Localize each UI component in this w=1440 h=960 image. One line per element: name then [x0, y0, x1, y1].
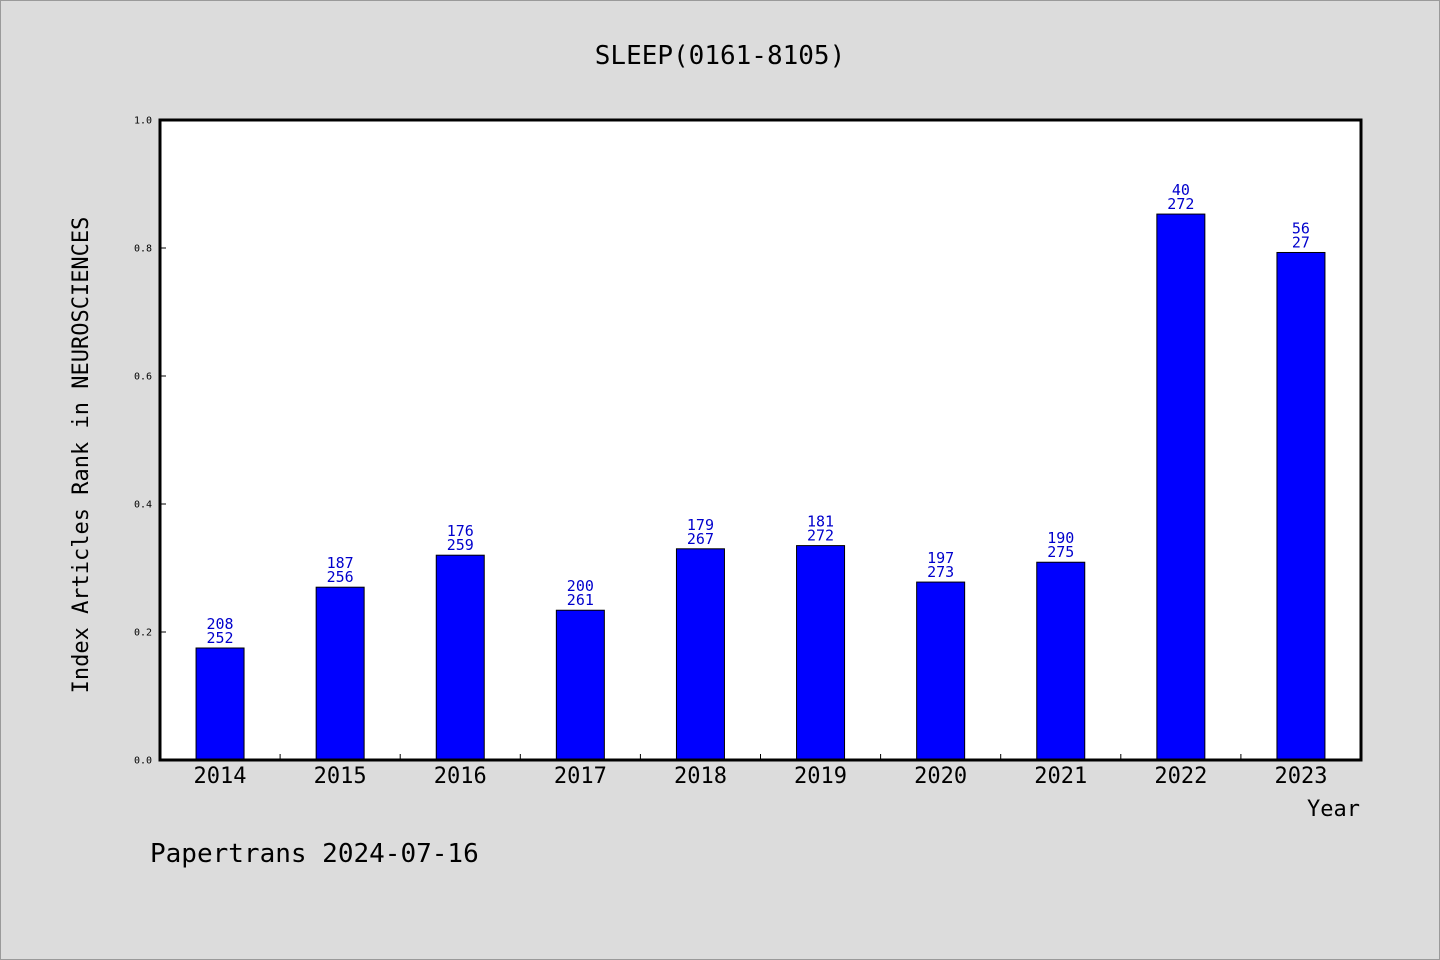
x-tick-label: 2022 [1154, 764, 1207, 789]
x-axis-label: Year [1307, 797, 1360, 822]
y-tick-label: 0.4 [134, 500, 152, 511]
bar [555, 609, 605, 761]
x-tick-label: 2015 [314, 764, 367, 789]
bar-label-bottom: 267 [687, 530, 714, 548]
bar [1156, 213, 1206, 761]
bar-label-bottom: 273 [927, 563, 954, 581]
bar-label-top: 179 [687, 516, 714, 534]
bar [195, 647, 245, 761]
bar [916, 581, 966, 761]
bar [675, 548, 725, 761]
bar-label-top: 208 [207, 615, 234, 633]
bar-label-bottom: 272 [807, 527, 834, 545]
bar-label-top: 176 [447, 522, 474, 540]
chart-title: SLEEP(0161-8105) [595, 41, 845, 71]
bar [1276, 251, 1326, 761]
bar-label-top: 197 [927, 549, 954, 567]
bar-label-bottom: 256 [327, 568, 354, 586]
bar-labels-group: 2082521872561762592002611792671812721972… [207, 181, 1310, 647]
y-tick-label: 0.8 [134, 244, 152, 255]
x-tick-label: 2018 [674, 764, 727, 789]
bar-label-top: 190 [1047, 529, 1074, 547]
footer-text: Papertrans 2024-07-16 [150, 839, 479, 869]
y-tick-label: 0.0 [134, 756, 152, 767]
bar-label-top: 181 [807, 513, 834, 531]
bar [435, 554, 485, 761]
bar-label-bottom: 259 [447, 536, 474, 554]
x-tick-label: 2021 [1034, 764, 1087, 789]
y-axis-ticks: 0.0 0.2 0.4 0.6 0.8 1.0 [134, 116, 166, 767]
x-tick-label: 2020 [914, 764, 967, 789]
bar-label-bottom: 252 [207, 629, 234, 647]
bar [315, 586, 365, 761]
x-tick-label: 2019 [794, 764, 847, 789]
bar-label-top: 56 [1292, 219, 1310, 237]
y-tick-label: 0.6 [134, 372, 152, 383]
bar-label-bottom: 27 [1292, 233, 1310, 251]
bar-label-top: 200 [567, 577, 594, 595]
x-tick-label: 2017 [554, 764, 607, 789]
x-tick-label: 2016 [434, 764, 487, 789]
bar-label-bottom: 261 [567, 591, 594, 609]
bar-label-bottom: 275 [1047, 543, 1074, 561]
y-tick-label: 1.0 [134, 116, 152, 127]
bar [1036, 561, 1086, 761]
x-tick-label: 2014 [194, 764, 247, 789]
x-tick-label: 2023 [1274, 764, 1327, 789]
bar-label-top: 187 [327, 554, 354, 572]
y-tick-label: 0.2 [134, 628, 152, 639]
bar-label-top: 40 [1172, 181, 1190, 199]
bars-group [195, 213, 1326, 761]
x-axis-ticks: 2014 2015 2016 2017 2018 2019 2020 2021 2022 2023 [194, 754, 1327, 789]
bar-label-bottom: 272 [1167, 195, 1194, 213]
y-axis-label: Index Articles Rank in NEUROSCIENCES [69, 217, 94, 694]
bar [796, 545, 846, 761]
